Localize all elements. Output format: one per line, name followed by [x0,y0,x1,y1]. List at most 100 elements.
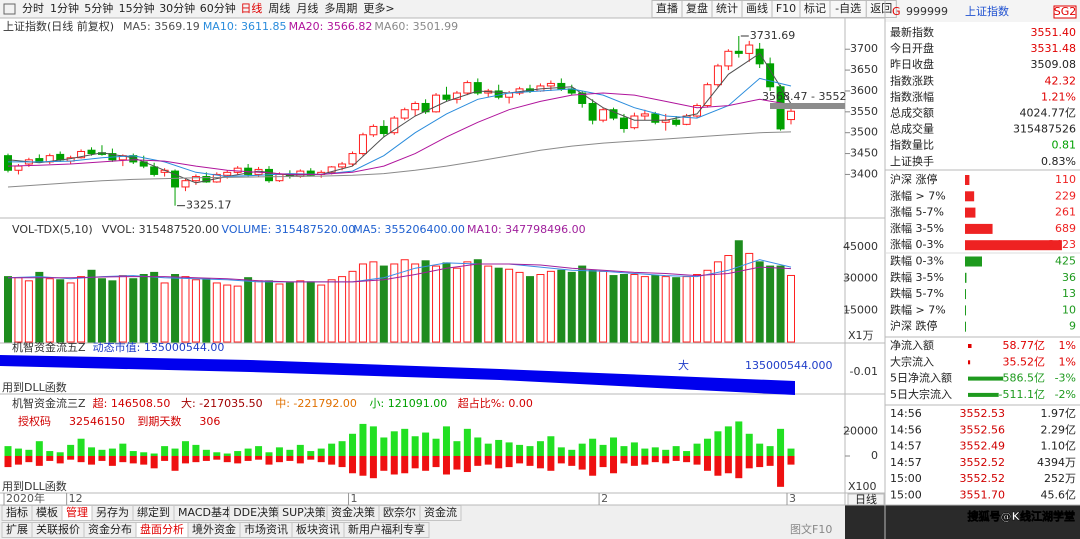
flow-bar [46,455,54,461]
toolbar-button-label[interactable]: 标记 [804,1,826,15]
count-bar [965,289,966,300]
count-label: 涨幅 5-7% [890,206,944,219]
flow-bar [463,428,471,456]
period-tab[interactable]: 日线 [240,1,262,15]
axis-unit: X100 [848,480,877,493]
tick-price: 3552.53 [960,407,1006,420]
bottom-tab-label[interactable]: 另存为 [96,505,129,519]
candle-body [348,153,357,165]
candle-body [14,165,23,171]
flow-bar [369,426,377,456]
flow-bar [745,433,753,456]
toolbar-button-label[interactable]: 画线 [746,1,768,15]
flow-bar [265,452,273,456]
volume-bar [129,278,138,343]
flow-bar [56,452,64,456]
bottom-tab-label[interactable]: 欧奈尔 [383,505,416,519]
period-button-label[interactable]: 日线 [855,492,877,506]
flow-bar [181,455,189,464]
toolbar-button-label[interactable]: 直播 [656,1,678,15]
flow-bar [213,455,221,460]
flow-bar [536,455,544,469]
bottom-tab-label[interactable]: 境外资金 [192,522,236,536]
candle-body [327,166,336,173]
flow-bar [77,438,85,456]
count-label: 跌幅 5-7% [890,286,944,300]
period-tab[interactable]: 月线 [296,1,318,15]
period-tab[interactable]: 周线 [268,1,290,15]
bottom-tab-label[interactable]: 市场资讯 [244,522,288,536]
y-tick-label: 3550 [850,105,878,118]
volume-bar [745,252,754,343]
bottom-tab[interactable] [343,522,430,538]
flow-bar [630,455,638,466]
bottom-tab-label[interactable]: 指标 [6,505,28,519]
toolbar-button-label[interactable]: 返回 [870,2,892,15]
flow-bar [578,455,586,470]
period-tab[interactable]: 分时 [22,2,44,15]
bottom-tab-label[interactable]: 管理 [66,505,88,519]
bottom-tab-label[interactable]: 模板 [36,505,58,519]
toolbar-button-label[interactable]: 统计 [716,2,738,15]
f10-link[interactable]: 图文F10 [790,522,832,536]
bottom-tab-label[interactable]: 绑定到 [137,505,170,519]
period-tab[interactable]: 5分钟 [84,1,113,15]
bottom-tab-label[interactable]: 盘面分析 [140,522,184,536]
axis-label: -0.01 [850,365,878,378]
bottom-tab-label[interactable]: 资金决策 [331,505,375,519]
flow-bar [693,455,701,465]
volume-bar [202,278,211,343]
bottom-tab-label[interactable]: 板块资讯 [296,522,340,536]
tick-volume: 1.97亿 [1041,407,1077,420]
volume-bar [45,278,54,343]
bottom-tab-label[interactable]: MACD基本 [178,505,233,519]
bottom-tab-label[interactable]: 资金分布 [88,522,132,536]
candle-body [473,82,482,94]
period-tab[interactable]: 15分钟 [119,1,155,15]
flow-bar [108,455,116,466]
bottom-tab-label[interactable]: 扩展 [6,522,28,536]
flow-bar [223,453,231,456]
period-tab[interactable]: 多周期 [324,1,357,15]
indicator-label: VOL-TDX(5,10) [12,223,93,236]
flow-bar [453,441,461,456]
flow-bar [234,451,242,456]
bottom-tab-label[interactable]: 新用户福利专享 [348,522,425,536]
bottom-tab-label[interactable]: 关联报价 [36,522,80,536]
period-tab[interactable]: 60分钟 [200,1,236,15]
period-tab[interactable]: 1分钟 [50,1,79,15]
candle-body [150,166,159,175]
bottom-tab-label[interactable]: 资金流 [424,505,457,519]
y-tick-label: 15000 [843,303,878,316]
toolbar-button-label[interactable]: 复盘 [686,1,708,15]
flow-bar [140,452,148,456]
candle-body [766,63,775,88]
flow-bar [119,455,127,463]
volume-bar [651,275,660,343]
period-button[interactable] [847,493,885,506]
candle-body [630,115,639,129]
bottom-tab-label[interactable]: DDE决策 [233,505,279,519]
flow-bar [25,449,33,456]
toolbar-button-label[interactable]: -自选 [835,2,861,15]
bottom-tab[interactable] [419,505,462,521]
candle-body [546,82,555,87]
flow-bar [171,455,179,471]
flow-bar [453,455,461,470]
flow-bar [651,455,659,463]
stat-label: 上证换手 [890,154,934,168]
stat-value: 1.21% [1041,90,1076,103]
tick-time: 15:00 [890,489,922,502]
flow-bar [568,455,576,466]
tick-price: 3552.52 [960,456,1006,469]
period-tab[interactable]: 更多> [363,1,394,15]
flow-bar [401,455,409,474]
toolbar-button-label[interactable]: F10 [776,2,796,15]
count-label: 涨幅 3-5% [890,222,944,235]
period-tab[interactable]: 30分钟 [159,1,195,15]
volume-bar [766,265,775,343]
x-tick-label: 12 [69,492,83,505]
volume-bar [14,277,23,343]
candle-body [588,102,597,121]
bottom-tab-label[interactable]: SUP决策 [282,505,326,519]
